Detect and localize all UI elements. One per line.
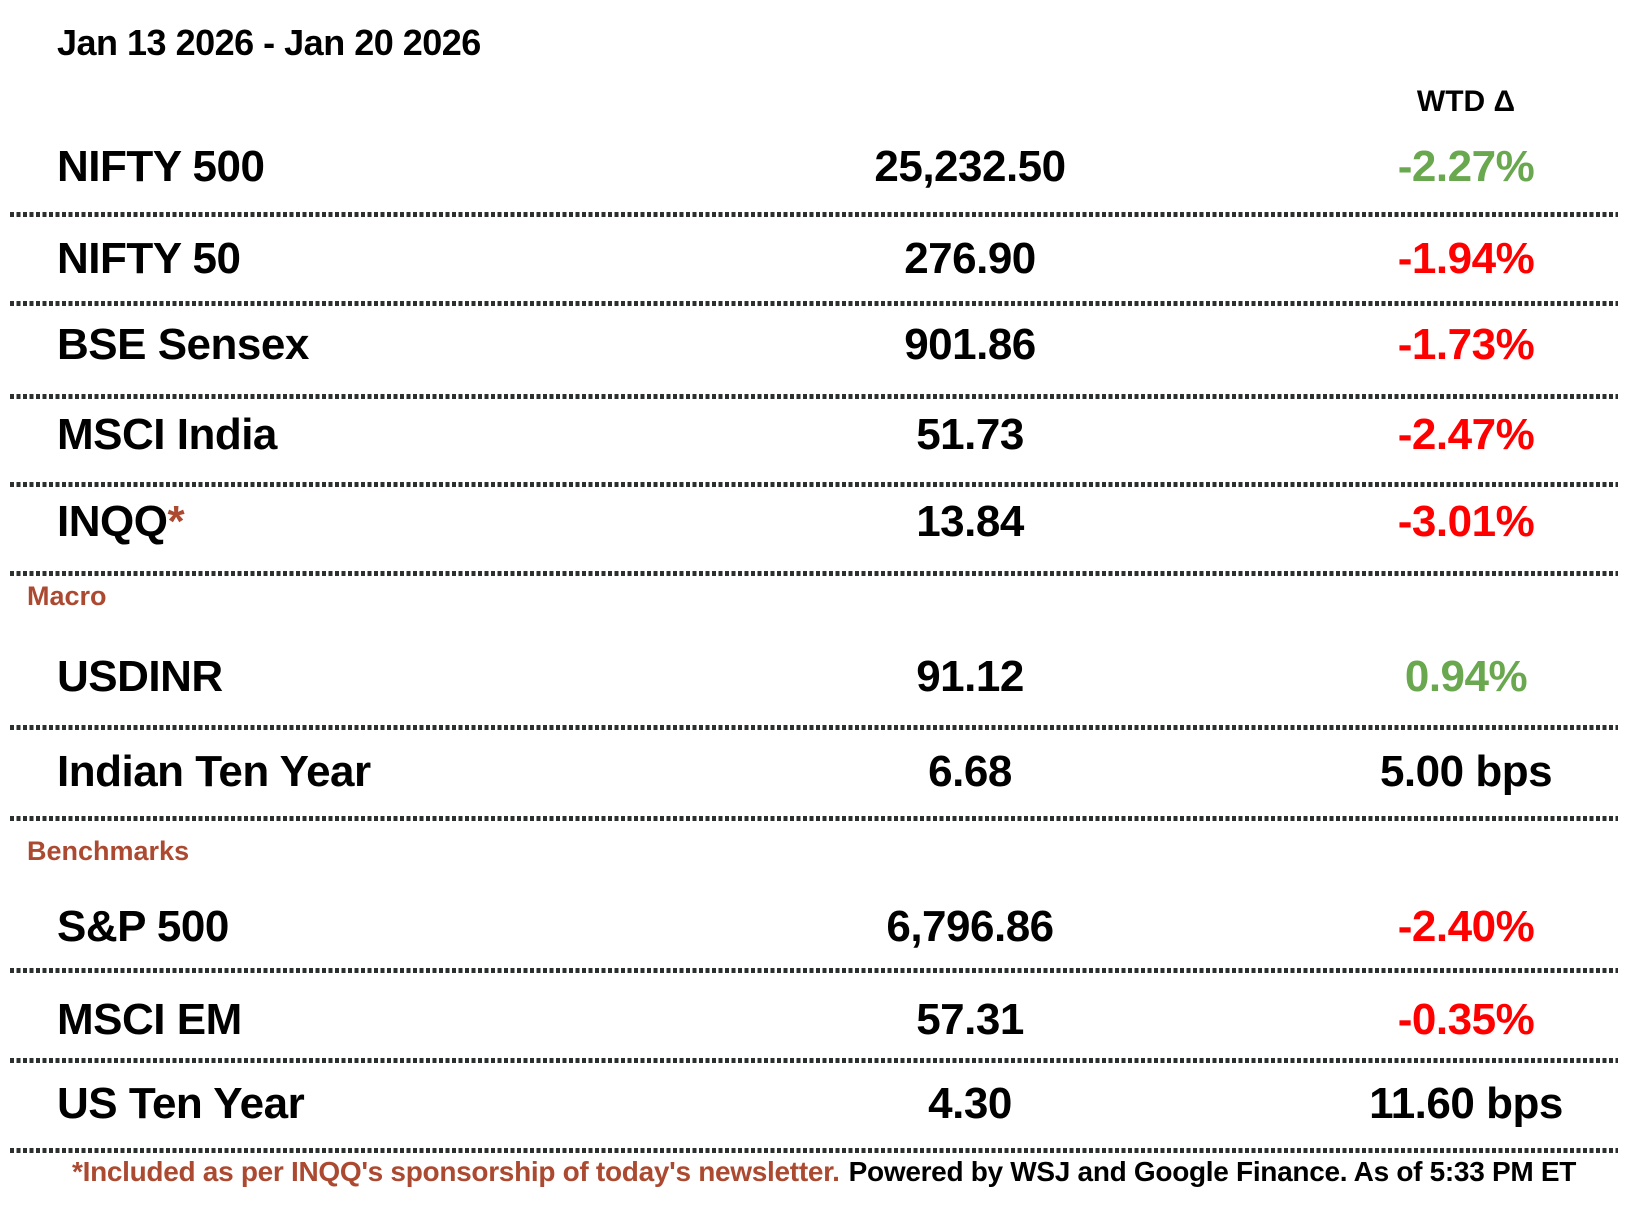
instrument-value: 276.90 [904, 234, 1036, 283]
instrument-value: 51.73 [916, 410, 1024, 459]
row-separator [10, 968, 1618, 973]
row-separator [10, 1148, 1618, 1153]
table-row: US Ten Year 4.30 11.60 bps [0, 1078, 1628, 1130]
table-row: USDINR 91.12 0.94% [0, 651, 1628, 703]
table-row: NIFTY 500 25,232.50 -2.27% [0, 141, 1628, 193]
footer: *Included as per INQQ's sponsorship of t… [72, 1156, 1576, 1188]
row-separator [10, 725, 1618, 730]
instrument-wtd-change: -0.35% [1397, 995, 1535, 1044]
instrument-wtd-change: -2.47% [1397, 410, 1535, 459]
instrument-value: 4.30 [928, 1079, 1012, 1128]
table-row: S&P 500 6,796.86 -2.40% [0, 901, 1628, 953]
instrument-value: 57.31 [916, 995, 1024, 1044]
row-separator [10, 571, 1618, 576]
row-separator [10, 1058, 1618, 1063]
date-range-title: Jan 13 2026 - Jan 20 2026 [57, 22, 481, 63]
row-separator [10, 816, 1618, 821]
sponsor-note: *Included as per INQQ's sponsorship of t… [72, 1156, 840, 1187]
instrument-name-text: INQQ [57, 497, 168, 546]
instrument-name: NIFTY 50 [57, 234, 241, 283]
instrument-wtd-change: -1.94% [1397, 234, 1535, 283]
instrument-name: MSCI India [57, 410, 277, 459]
table-row: INQQ* 13.84 -3.01% [0, 496, 1628, 548]
table-row: MSCI EM 57.31 -0.35% [0, 994, 1628, 1046]
sponsor-asterisk: * [167, 497, 185, 546]
section-label-benchmarks: Benchmarks [27, 836, 190, 866]
instrument-wtd-change: -2.40% [1397, 902, 1535, 951]
table-row: NIFTY 50 276.90 -1.94% [0, 233, 1628, 285]
attribution-note: Powered by WSJ and Google Finance. As of… [848, 1156, 1577, 1187]
table-row: BSE Sensex 901.86 -1.73% [0, 319, 1628, 371]
section-label-macro: Macro [27, 581, 107, 611]
instrument-value: 6.68 [928, 747, 1012, 796]
instrument-wtd-change: -3.01% [1397, 497, 1535, 546]
row-separator [10, 482, 1618, 487]
instrument-value: 91.12 [916, 652, 1024, 701]
row-separator [10, 394, 1618, 399]
instrument-name: S&P 500 [57, 902, 229, 951]
row-separator [10, 301, 1618, 306]
instrument-name: US Ten Year [57, 1079, 305, 1128]
instrument-wtd-change: 11.60 bps [1369, 1079, 1563, 1128]
instrument-name: NIFTY 500 [57, 142, 265, 191]
instrument-name: MSCI EM [57, 995, 242, 1044]
instrument-name: BSE Sensex [57, 320, 309, 369]
table-row: Indian Ten Year 6.68 5.00 bps [0, 746, 1628, 798]
instrument-wtd-change: 5.00 bps [1379, 747, 1553, 796]
instrument-value: 6,796.86 [886, 902, 1054, 951]
instrument-name: INQQ* [57, 496, 185, 548]
wtd-delta-column-header: WTD Δ [1416, 85, 1516, 118]
instrument-value: 901.86 [904, 320, 1036, 369]
instrument-wtd-change: -2.27% [1397, 142, 1535, 191]
row-separator [10, 212, 1618, 217]
instrument-value: 25,232.50 [874, 142, 1066, 191]
instrument-name: USDINR [57, 652, 223, 701]
instrument-wtd-change: 0.94% [1404, 652, 1528, 701]
table-row: MSCI India 51.73 -2.47% [0, 409, 1628, 461]
instrument-wtd-change: -1.73% [1397, 320, 1535, 369]
instrument-value: 13.84 [916, 497, 1024, 546]
instrument-name: Indian Ten Year [57, 747, 371, 796]
